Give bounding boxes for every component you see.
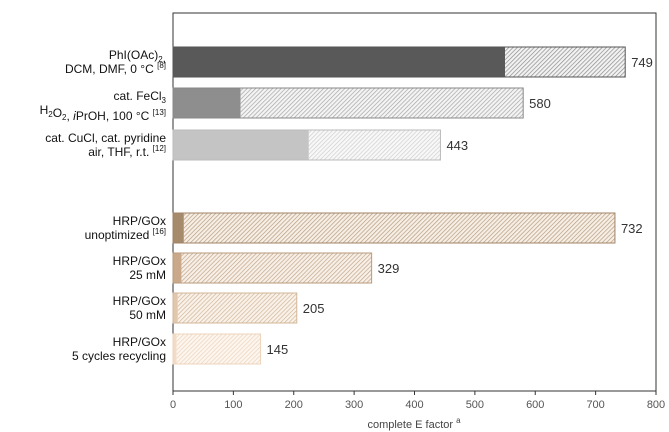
category-label-line: DCM, DMF, 0 °C [8] [65, 61, 166, 76]
category-label-segment: HRP/GOx [113, 294, 166, 308]
bar-group [172, 292, 298, 324]
category-label-segment: , [66, 109, 73, 123]
bar-solid-segment [173, 213, 184, 243]
bar-hatched-segment [505, 47, 626, 77]
x-tick-label: 100 [224, 399, 242, 411]
category-label-line: unoptimized [16] [85, 227, 166, 242]
bar-outline [172, 46, 626, 78]
category-label-segment: unoptimized [85, 228, 153, 242]
category-label-segment: 2 [48, 110, 53, 119]
bar-value-label: 145 [267, 342, 289, 357]
x-tick-label: 700 [586, 399, 604, 411]
bar-group [172, 129, 441, 161]
category-label-segment: air, THF, r.t. [88, 145, 152, 159]
x-axis-title-superscript: a [456, 416, 461, 425]
category-label-line: HRP/GOx [113, 335, 166, 349]
x-tick-label: 800 [647, 399, 665, 411]
bar-hatched-segment [177, 293, 297, 323]
bar-outline [172, 292, 298, 324]
bar-solid-segment [173, 47, 506, 77]
category-label-line: 5 cycles recycling [72, 349, 166, 363]
category-label-line: cat. CuCl, cat. pyridine [45, 131, 166, 145]
bar-hatched-segment [183, 213, 615, 243]
category-label-line: air, THF, r.t. [12] [88, 144, 166, 159]
x-axis-title: complete E factor a [367, 416, 461, 431]
category-label-segment: 2 [62, 113, 67, 122]
bar-solid-segment [173, 293, 178, 323]
category-label-segment: cat. FeCl [114, 89, 162, 103]
category-label-segment: [13] [153, 108, 166, 117]
category-label-segment: 25 mM [129, 268, 166, 282]
x-tick-label: 0 [170, 399, 176, 411]
x-axis: 0 100 200 300 400 500 600 700 800 [170, 391, 665, 411]
category-label-segment: 2 [158, 55, 163, 64]
category-label-line: HRP/GOx [113, 294, 166, 308]
category-label-segment: cat. CuCl, cat. pyridine [45, 131, 166, 145]
category-label-segment: PrOH, 100 °C [76, 109, 153, 123]
bar-value-label: 580 [529, 96, 551, 111]
category-label-segment: [12] [153, 144, 166, 153]
x-tick-label: 300 [345, 399, 363, 411]
bar-solid-segment [173, 88, 241, 118]
bar-group [172, 212, 616, 244]
bar-value-label: 205 [303, 301, 325, 316]
bar-outline [172, 129, 441, 161]
category-label-segment: [16] [153, 227, 166, 236]
bar-value-label: 732 [621, 221, 643, 236]
bar-solid-segment [173, 130, 309, 160]
category-label-segment: HRP/GOx [113, 335, 166, 349]
category-label-line: HRP/GOx [113, 214, 166, 228]
x-tick-label: 400 [405, 399, 423, 411]
category-label-segment: O [53, 106, 62, 120]
x-tick-label: 600 [526, 399, 544, 411]
category-label-line: 25 mM [129, 268, 166, 282]
bar-value-label: 443 [446, 138, 468, 153]
bar-outline [172, 212, 616, 244]
category-label-line: PhI(OAc)2, [109, 48, 166, 65]
category-labels: PhI(OAc)2,DCM, DMF, 0 °C [8]cat. FeCl3H2… [40, 48, 167, 363]
category-label-segment: PhI(OAc) [109, 48, 158, 62]
category-label-segment: HRP/GOx [113, 254, 166, 268]
category-label-line: cat. FeCl3 [114, 89, 167, 105]
category-label-segment: [8] [157, 61, 166, 70]
category-label-segment: DCM, DMF, 0 °C [65, 62, 157, 76]
category-label-segment: 50 mM [129, 308, 166, 322]
bar-group [172, 87, 524, 119]
bar-value-label: 329 [378, 261, 400, 276]
bar-outline [172, 87, 524, 119]
category-label-segment: i [73, 109, 76, 123]
bar-hatched-segment [176, 334, 261, 364]
bar-solid-segment [173, 253, 182, 283]
bar-hatched-segment [240, 88, 524, 118]
bar-hatched-segment [308, 130, 441, 160]
bar-value-label: 749 [631, 55, 653, 70]
category-label-line: H2O2, iPrOH, 100 °C [13] [40, 103, 166, 123]
bar-group [172, 46, 626, 78]
bar-outline [172, 333, 262, 365]
category-label-line: 50 mM [129, 308, 166, 322]
bar-group [172, 333, 262, 365]
category-label-line: HRP/GOx [113, 254, 166, 268]
category-label-segment: 3 [162, 96, 167, 105]
x-axis-title-text: complete E factor [367, 419, 453, 431]
bar-hatched-segment [181, 253, 372, 283]
category-label-segment: , [163, 51, 166, 65]
x-tick-label: 200 [285, 399, 303, 411]
bars-layer: 749 580 443 732 329 205 145 [172, 46, 653, 365]
bar-outline [172, 252, 373, 284]
category-label-segment: 5 cycles recycling [72, 349, 166, 363]
category-label-segment: H [40, 103, 49, 117]
x-tick-label: 500 [466, 399, 484, 411]
bar-group [172, 252, 373, 284]
bar-solid-segment [173, 334, 177, 364]
category-label-segment: HRP/GOx [113, 214, 166, 228]
